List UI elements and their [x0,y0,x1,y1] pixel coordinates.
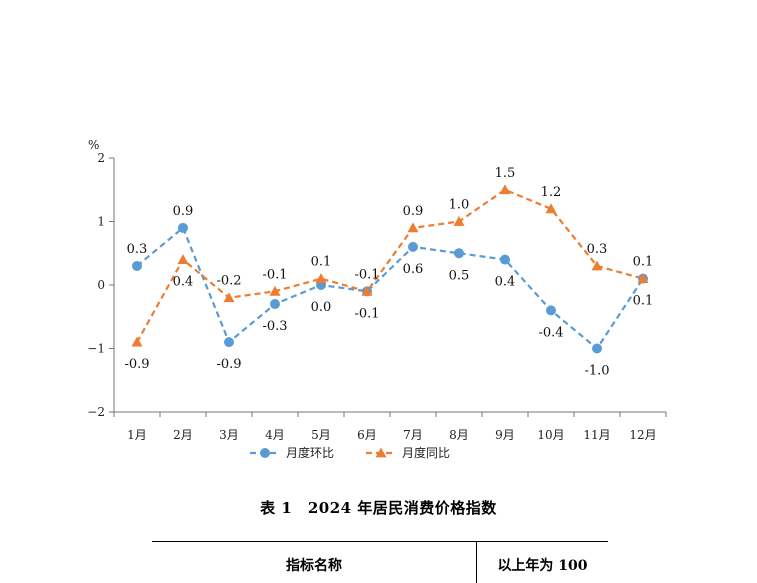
data-label: 1.0 [449,198,470,213]
data-label: -0.1 [262,267,287,282]
line-chart: % 2 1 0 −1 −2 1月 2月 3月 4月 5月 6月 7月 8月 9月 10月 11月 12月 0.… [87,138,667,460]
x-tick-label: 7月 [403,428,423,442]
data-point-circle [592,343,602,354]
x-tick-label: 2月 [173,428,193,442]
data-point-circle [132,260,142,271]
data-label: 0.3 [587,242,608,257]
x-tick-label: 5月 [311,428,331,442]
data-point-triangle [407,222,419,233]
data-label: -0.9 [216,357,241,372]
data-label: 0.5 [449,268,470,283]
data-label: -0.1 [354,267,379,282]
data-point-triangle [545,203,557,214]
data-label: 0.1 [633,294,654,309]
legend-label: 月度同比 [402,445,450,460]
table-header-indicator-name: 指标名称 [286,558,342,574]
series-line-2 [136,188,644,343]
table-title: 表 1 2024 年居民消费价格指数 [260,499,497,517]
x-tick-label: 1月 [127,428,147,442]
y-tick-label: −1 [87,342,105,356]
data-label: 0.9 [403,204,424,219]
data-label: -0.3 [262,319,287,334]
data-point-circle [270,299,280,310]
data-label: 0.9 [173,204,194,219]
series-lines [136,188,644,351]
x-tick-label: 11月 [583,428,610,442]
table-top-rule [152,541,608,542]
series-line-1 [136,226,644,351]
data-label: -0.9 [124,357,149,372]
table-column-divider [476,542,477,583]
data-point-triangle [591,260,603,271]
data-point-triangle [499,184,511,195]
legend-marker-triangle [375,447,387,458]
x-tick-label: 9月 [495,428,515,442]
y-tick-label: 0 [97,278,105,292]
legend-marker-circle [260,448,270,458]
legend-label: 月度环比 [286,445,334,460]
data-label: 0.4 [495,275,516,290]
data-label: 0.0 [311,300,332,315]
x-tick-label: 12月 [629,428,656,442]
y-axis-ticks: 2 1 0 −1 −2 [87,151,114,419]
data-point-circle [500,254,510,265]
data-point-circle [224,337,234,348]
data-labels: 0.3 0.9 -0.9 -0.3 0.0 -0.1 0.6 0.5 0.4 -0.4 -1.0 0.… [124,166,653,379]
data-point-triangle [269,285,281,296]
data-point-triangle [637,273,649,284]
data-point-triangle [453,216,465,226]
x-tick-label: 10月 [537,428,564,442]
data-label: -1.0 [584,364,609,379]
data-point-circle [454,248,464,259]
data-label: 1.2 [541,185,562,200]
data-label: -0.1 [354,306,379,321]
data-point-circle [408,241,418,252]
data-point-triangle [315,273,327,284]
y-tick-label: 1 [97,215,105,229]
data-label: -0.4 [538,325,563,340]
data-label: -0.2 [216,274,241,289]
table-header-index-value: 以上年为 100 [497,558,588,574]
x-tick-label: 3月 [219,428,239,442]
data-point-triangle [223,292,235,303]
x-tick-label: 6月 [357,428,377,442]
series-markers [131,184,649,354]
data-label: 0.6 [403,262,424,277]
axes [113,158,666,413]
data-label: 0.1 [633,255,654,270]
data-label: 0.1 [311,255,332,270]
data-point-triangle [177,254,189,264]
data-label: 1.5 [495,166,516,181]
legend: 月度环比 月度同比 [250,445,450,460]
x-axis-ticks: 1月 2月 3月 4月 5月 6月 7月 8月 9月 10月 11月 12月 [113,412,667,442]
x-tick-label: 4月 [265,428,285,442]
y-tick-label: 2 [97,151,105,165]
data-point-triangle [131,336,143,347]
data-point-circle [546,305,556,316]
data-label: 0.3 [127,242,148,257]
y-axis-unit-label: % [88,138,99,152]
data-label: 0.4 [173,275,194,290]
x-tick-label: 8月 [449,428,469,442]
y-tick-label: −2 [87,405,105,419]
data-point-triangle [361,285,373,296]
data-point-circle [178,222,188,233]
